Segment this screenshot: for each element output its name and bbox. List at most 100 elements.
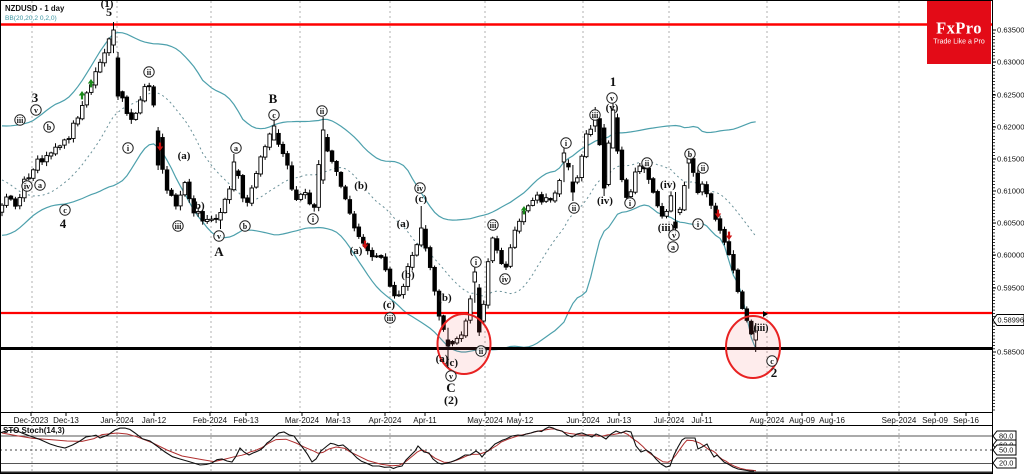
svg-text:0.61500: 0.61500 bbox=[997, 155, 1024, 164]
svg-text:3: 3 bbox=[32, 90, 39, 105]
svg-text:c: c bbox=[770, 357, 774, 366]
svg-text:BB(20,20,2 0,2,0): BB(20,20,2 0,2,0) bbox=[5, 15, 57, 22]
svg-text:50.0: 50.0 bbox=[999, 446, 1013, 455]
svg-text:0.60500: 0.60500 bbox=[997, 219, 1024, 228]
svg-text:(iv): (iv) bbox=[597, 195, 613, 207]
svg-text:ii: ii bbox=[479, 347, 484, 356]
svg-text:i: i bbox=[697, 220, 700, 229]
svg-text:i: i bbox=[475, 258, 478, 267]
svg-text:v: v bbox=[449, 372, 453, 381]
svg-text:(b): (b) bbox=[354, 180, 368, 192]
svg-text:(a): (a) bbox=[350, 245, 363, 257]
svg-text:Dec-13: Dec-13 bbox=[53, 416, 79, 425]
svg-text:c: c bbox=[272, 111, 276, 120]
svg-text:0.62000: 0.62000 bbox=[997, 123, 1024, 132]
svg-text:0.63500: 0.63500 bbox=[997, 26, 1024, 35]
svg-text:NZDUSD - 1 day: NZDUSD - 1 day bbox=[5, 4, 65, 13]
svg-text:iii: iii bbox=[17, 116, 24, 125]
svg-text:ii: ii bbox=[572, 204, 577, 213]
svg-text:Apr-11: Apr-11 bbox=[413, 416, 437, 425]
svg-text:b: b bbox=[243, 222, 248, 231]
svg-text:v: v bbox=[610, 94, 614, 103]
svg-text:A: A bbox=[214, 244, 224, 259]
svg-text:May-12: May-12 bbox=[507, 416, 534, 425]
svg-text:ii: ii bbox=[701, 164, 706, 173]
svg-text:Jan-12: Jan-12 bbox=[142, 416, 167, 425]
svg-text:0.58500: 0.58500 bbox=[997, 348, 1024, 357]
svg-text:a: a bbox=[234, 144, 238, 153]
svg-text:B: B bbox=[269, 91, 278, 106]
svg-text:(iv): (iv) bbox=[660, 179, 676, 191]
svg-text:iii: iii bbox=[387, 314, 394, 323]
svg-text:iii: iii bbox=[490, 221, 497, 230]
svg-text:0.62500: 0.62500 bbox=[997, 91, 1024, 100]
svg-text:Sep-09: Sep-09 bbox=[922, 416, 948, 425]
svg-text:(b): (b) bbox=[438, 292, 452, 304]
svg-text:iii: iii bbox=[592, 111, 599, 120]
svg-text:4: 4 bbox=[60, 216, 67, 231]
svg-text:(c): (c) bbox=[383, 299, 396, 311]
svg-text:v: v bbox=[672, 231, 676, 240]
svg-text:Mar-2024: Mar-2024 bbox=[285, 416, 320, 425]
svg-text:0.61000: 0.61000 bbox=[997, 187, 1024, 196]
svg-text:iv: iv bbox=[417, 184, 423, 193]
svg-text:i: i bbox=[629, 199, 632, 208]
svg-text:v: v bbox=[34, 106, 38, 115]
svg-text:(iii): (iii) bbox=[754, 323, 769, 334]
svg-text:iv: iv bbox=[502, 275, 508, 284]
svg-text:Trade Like a Pro: Trade Like a Pro bbox=[933, 39, 985, 46]
svg-text:5: 5 bbox=[106, 5, 112, 19]
svg-text:C: C bbox=[446, 380, 455, 395]
svg-text:STO Stoch(14,3): STO Stoch(14,3) bbox=[3, 426, 65, 435]
svg-text:Jun-13: Jun-13 bbox=[607, 416, 632, 425]
svg-text:c: c bbox=[63, 206, 67, 215]
svg-text:(c): (c) bbox=[415, 193, 428, 205]
svg-text:Apr-2024: Apr-2024 bbox=[369, 416, 402, 425]
svg-text:0.63000: 0.63000 bbox=[997, 58, 1024, 67]
svg-text:Feb-2024: Feb-2024 bbox=[193, 416, 228, 425]
svg-text:ii: ii bbox=[645, 159, 650, 168]
svg-text:ii: ii bbox=[147, 68, 152, 77]
svg-text:80.0: 80.0 bbox=[999, 432, 1013, 441]
svg-text:0.60000: 0.60000 bbox=[997, 251, 1024, 260]
svg-text:Dec-2023: Dec-2023 bbox=[14, 416, 49, 425]
svg-text:(v): (v) bbox=[606, 102, 619, 114]
svg-text:ii: ii bbox=[320, 107, 325, 116]
svg-text:(b): (b) bbox=[191, 200, 205, 212]
svg-text:a: a bbox=[671, 243, 675, 252]
svg-text:iii: iii bbox=[175, 222, 182, 231]
svg-text:(a): (a) bbox=[178, 150, 191, 162]
svg-text:2: 2 bbox=[771, 365, 778, 380]
svg-text:Aug-16: Aug-16 bbox=[819, 416, 845, 425]
svg-text:(a): (a) bbox=[436, 353, 449, 365]
svg-text:Jul-11: Jul-11 bbox=[691, 416, 713, 425]
svg-text:(b): (b) bbox=[401, 269, 415, 281]
svg-text:(2): (2) bbox=[444, 393, 458, 407]
svg-text:1: 1 bbox=[610, 74, 617, 89]
svg-text:i: i bbox=[565, 139, 568, 148]
svg-text:b: b bbox=[688, 150, 693, 159]
svg-text:(a): (a) bbox=[397, 218, 410, 230]
svg-text:iv: iv bbox=[24, 182, 30, 191]
svg-text:(c): (c) bbox=[446, 357, 459, 369]
svg-text:Jul-2024: Jul-2024 bbox=[654, 416, 685, 425]
svg-text:Jun-2024: Jun-2024 bbox=[566, 416, 600, 425]
svg-text:Aug-09: Aug-09 bbox=[789, 416, 815, 425]
svg-text:May-2024: May-2024 bbox=[467, 416, 503, 425]
svg-text:0.58996: 0.58996 bbox=[998, 316, 1024, 325]
svg-text:Feb-13: Feb-13 bbox=[233, 416, 259, 425]
svg-text:Mar-13: Mar-13 bbox=[325, 416, 351, 425]
svg-text:Aug-2024: Aug-2024 bbox=[750, 416, 785, 425]
svg-text:FxPro: FxPro bbox=[936, 19, 982, 38]
svg-text:b: b bbox=[47, 123, 52, 132]
svg-text:i: i bbox=[127, 144, 130, 153]
svg-text:v: v bbox=[217, 232, 221, 241]
svg-text:(1): (1) bbox=[101, 0, 114, 10]
svg-text:Jan-2024: Jan-2024 bbox=[100, 416, 134, 425]
svg-text:Sep-2024: Sep-2024 bbox=[882, 416, 917, 425]
svg-text:20.0: 20.0 bbox=[999, 459, 1013, 468]
svg-text:0.59500: 0.59500 bbox=[997, 284, 1024, 293]
svg-text:a: a bbox=[38, 181, 42, 190]
svg-text:Sep-16: Sep-16 bbox=[953, 416, 979, 425]
svg-text:i: i bbox=[312, 215, 315, 224]
